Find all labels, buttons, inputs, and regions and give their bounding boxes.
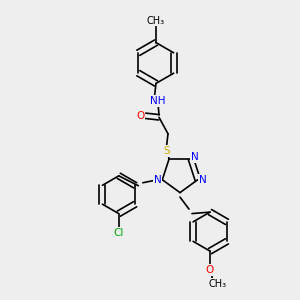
- Text: Cl: Cl: [114, 227, 124, 238]
- Text: S: S: [163, 146, 170, 156]
- Text: N: N: [191, 152, 198, 163]
- Text: N: N: [154, 175, 161, 185]
- Text: O: O: [206, 265, 214, 275]
- Text: CH₃: CH₃: [208, 279, 226, 289]
- Text: CH₃: CH₃: [147, 16, 165, 26]
- Text: NH: NH: [150, 96, 166, 106]
- Text: O: O: [136, 111, 144, 121]
- Text: N: N: [199, 175, 206, 185]
